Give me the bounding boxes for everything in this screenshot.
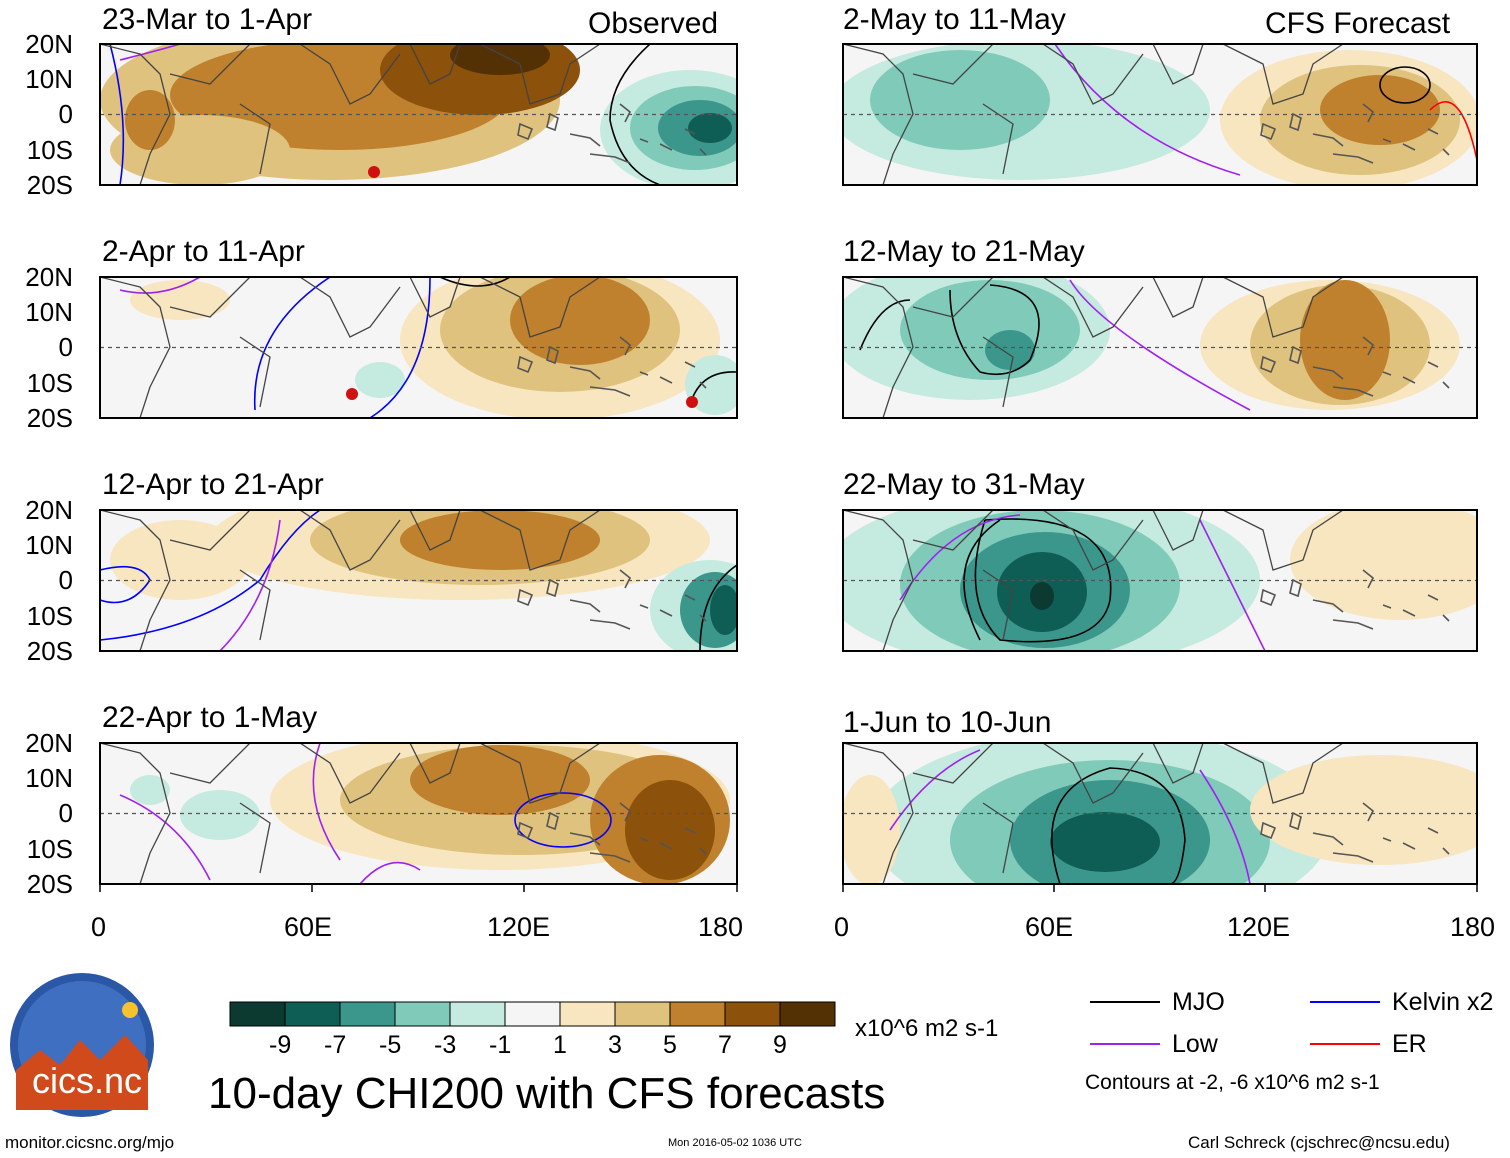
y-label: 0: [58, 565, 73, 595]
logo-text: cics.nc: [32, 1060, 143, 1101]
colorbar-swatch: [724, 1001, 781, 1027]
y-label: 10S: [26, 834, 73, 864]
panel-title-2: 2-Apr to 11-Apr: [102, 235, 305, 268]
y-label: 10S: [26, 601, 73, 631]
header-cfs-forecast: CFS Forecast: [1265, 7, 1451, 40]
header-observed: Observed: [588, 7, 719, 40]
panel-title-5: 2-May to 11-May: [843, 3, 1066, 36]
y-label: 10N: [25, 297, 73, 327]
colorbar-swatch: [449, 1001, 506, 1027]
colorbar-swatch: [504, 1001, 561, 1027]
x-label-left-60e: 60E: [284, 912, 333, 942]
x-label-left-0: 0: [91, 912, 107, 942]
footer-url[interactable]: monitor.cicsnc.org/mjo: [5, 1133, 175, 1152]
x-axis-ticks: [99, 884, 1478, 892]
colorbar-tick-label: 9: [773, 1031, 787, 1059]
panel-forecast-3: [842, 509, 1478, 652]
colorbar-units: x10^6 m2 s-1: [855, 1015, 999, 1042]
y-label: 10N: [25, 64, 73, 94]
x-label-right-120e: 120E: [1227, 912, 1291, 942]
legend-er: ER: [1392, 1030, 1427, 1058]
colorbar-swatch: [614, 1001, 671, 1027]
x-label-left-120e: 120E: [487, 912, 551, 942]
footer-author: Carl Schreck (cjschrec@ncsu.edu): [1188, 1133, 1450, 1152]
panel-observed-4: [99, 742, 738, 885]
x-label-right-0: 0: [834, 912, 850, 942]
y-label: 20N: [25, 728, 73, 758]
colorbar-tick-label: -5: [379, 1031, 402, 1059]
colorbar-swatch: [284, 1001, 341, 1027]
legend-low: Low: [1172, 1030, 1218, 1058]
panel-observed-1: [99, 43, 738, 186]
cics-logo: [10, 973, 154, 1117]
colorbar-swatch: [559, 1001, 616, 1027]
y-label: 0: [58, 99, 73, 129]
y-label: 20S: [26, 869, 73, 899]
y-label: 20S: [26, 403, 73, 433]
x-label-right-180: 180: [1450, 912, 1496, 942]
y-label: 20S: [26, 170, 73, 200]
y-label: 20N: [25, 495, 73, 525]
panel-title-7: 22-May to 31-May: [843, 468, 1085, 501]
panel-observed-2: [99, 276, 738, 419]
panel-title-8: 1-Jun to 10-Jun: [843, 706, 1052, 739]
colorbar: [229, 1001, 836, 1027]
colorbar-tick-label: -9: [269, 1031, 292, 1059]
contour-note: Contours at -2, -6 x10^6 m2 s-1: [1085, 1071, 1380, 1094]
y-label: 0: [58, 332, 73, 362]
footer-timestamp: Mon 2016-05-02 1036 UTC: [668, 1137, 802, 1149]
colorbar-swatch: [394, 1001, 451, 1027]
y-label: 10N: [25, 763, 73, 793]
x-label-left-180: 180: [698, 912, 744, 942]
y-label: 20N: [25, 29, 73, 59]
y-label: 20N: [25, 262, 73, 292]
y-label: 10S: [26, 368, 73, 398]
colorbar-tick-label: 3: [608, 1031, 622, 1059]
y-label: 10N: [25, 530, 73, 560]
panel-forecast-1: [842, 43, 1478, 186]
y-label: 20S: [26, 636, 73, 666]
colorbar-tick-label: -3: [434, 1031, 457, 1059]
colorbar-tick-label: 5: [663, 1031, 677, 1059]
colorbar-tick-label: -7: [324, 1031, 347, 1059]
colorbar-tick-label: 1: [553, 1031, 567, 1059]
panel-observed-3: [99, 509, 738, 652]
panel-forecast-2: [842, 276, 1478, 419]
legend-lines: [1090, 1001, 1380, 1045]
colorbar-swatch: [229, 1001, 286, 1027]
colorbar-tick-label: 7: [718, 1031, 732, 1059]
y-label: 10S: [26, 135, 73, 165]
panel-title-3: 12-Apr to 21-Apr: [102, 468, 324, 501]
colorbar-swatch: [779, 1001, 836, 1027]
panel-forecast-4: [842, 742, 1478, 885]
panel-title-6: 12-May to 21-May: [843, 235, 1085, 268]
panel-title-1: 23-Mar to 1-Apr: [102, 3, 313, 36]
legend-mjo: MJO: [1172, 988, 1225, 1016]
colorbar-swatch: [339, 1001, 396, 1027]
main-title: 10-day CHI200 with CFS forecasts: [208, 1069, 886, 1118]
y-label: 0: [58, 798, 73, 828]
panel-title-4: 22-Apr to 1-May: [102, 701, 318, 734]
legend-kelvin: Kelvin x2: [1392, 988, 1494, 1016]
colorbar-tick-label: -1: [489, 1031, 512, 1059]
colorbar-swatch: [669, 1001, 726, 1027]
x-label-right-60e: 60E: [1025, 912, 1074, 942]
